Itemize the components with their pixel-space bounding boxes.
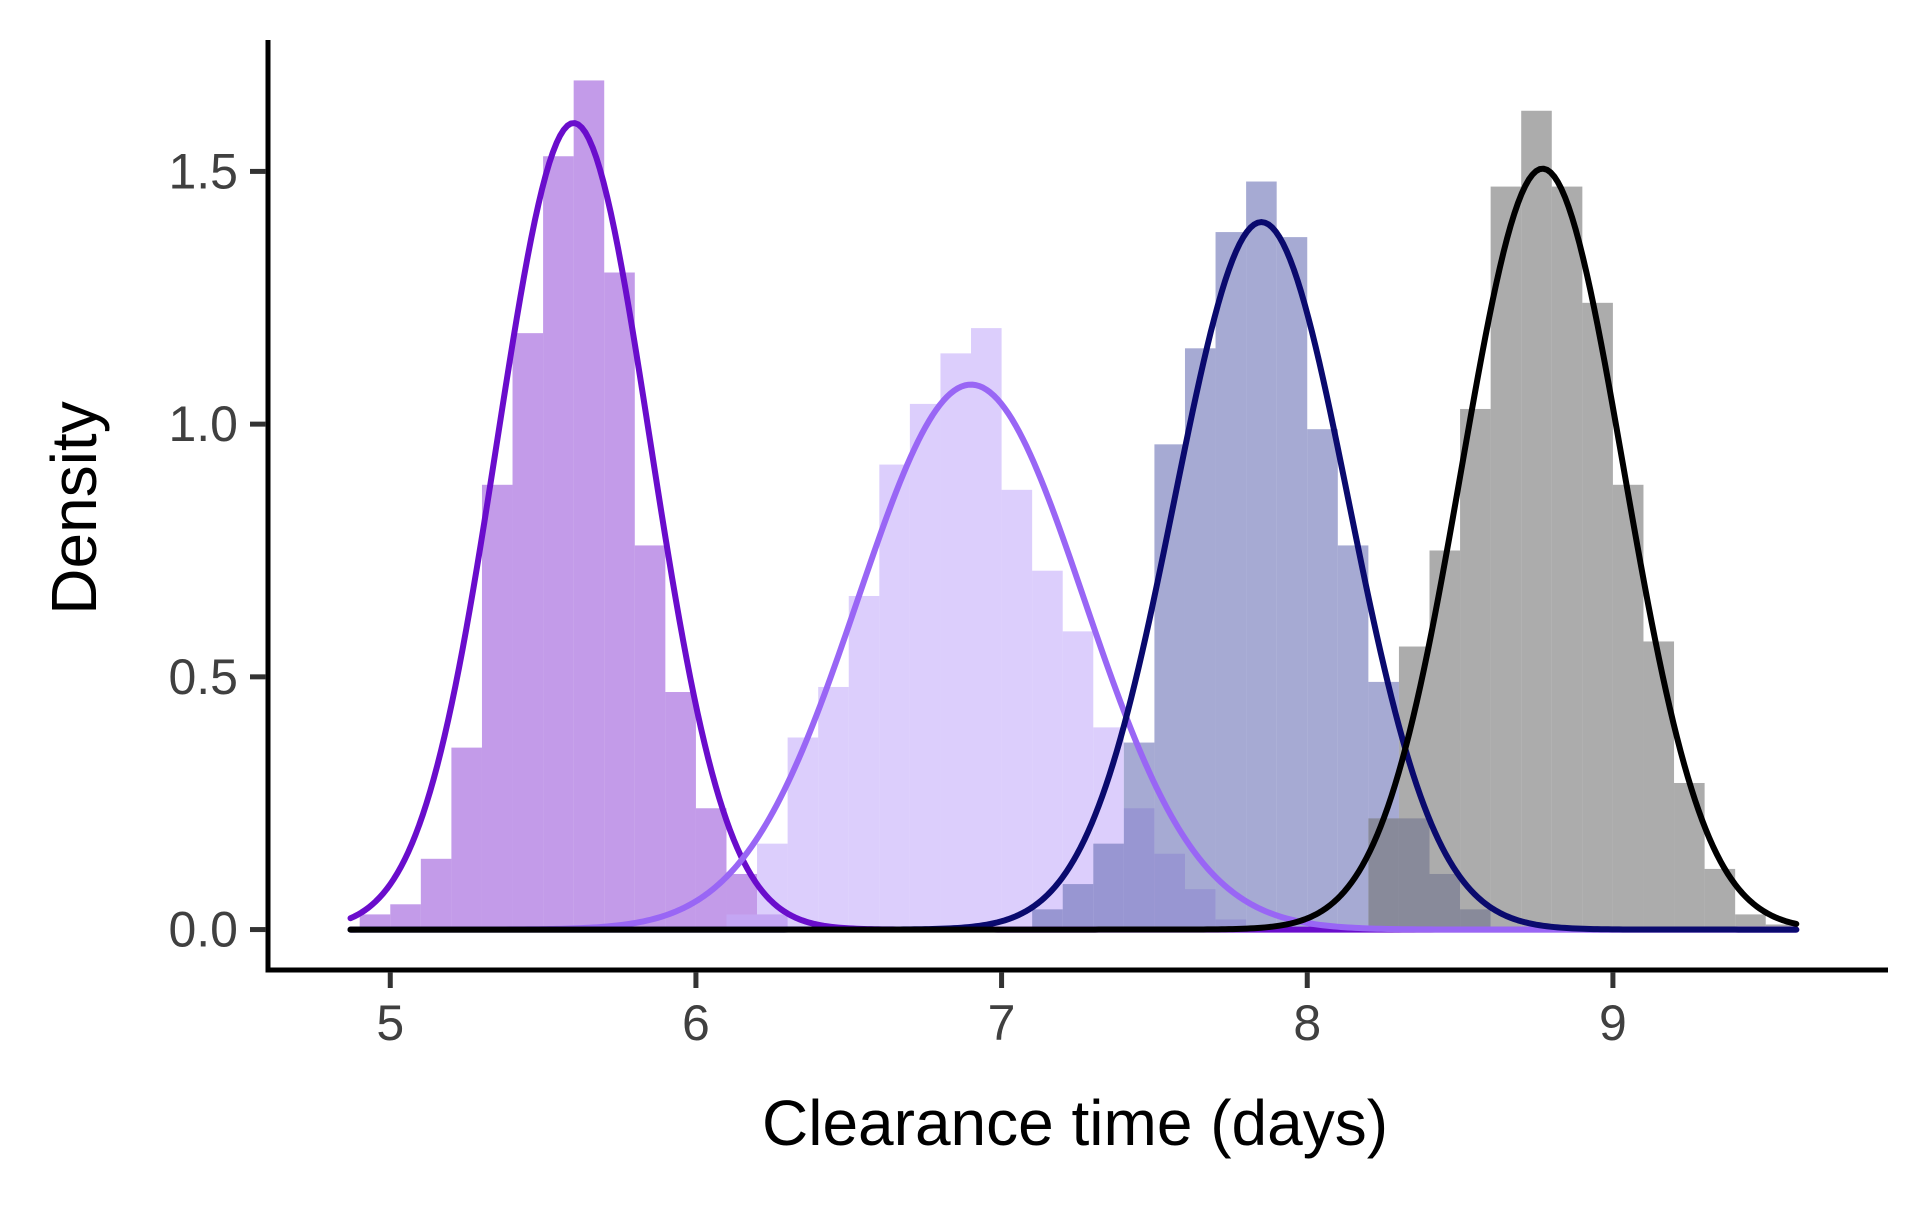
histogram-bar — [665, 692, 696, 930]
histogram-bar — [1032, 570, 1063, 930]
histogram-bar — [543, 156, 574, 930]
histogram-bar — [1368, 818, 1399, 930]
x-tick-label: 8 — [1293, 995, 1321, 1051]
histogram-bar — [1460, 408, 1491, 930]
histogram-bar — [1032, 909, 1063, 930]
y-tick-label: 0.5 — [168, 649, 238, 705]
y-axis-ticks: 0.0 0.5 1.0 1.5 — [168, 143, 266, 958]
histogram-bar — [818, 686, 849, 930]
histogram-bar — [390, 904, 421, 930]
histogram-bar — [359, 914, 391, 930]
histogram-bar — [1246, 181, 1277, 930]
histogram-bar — [1184, 348, 1216, 930]
histogram-bar — [848, 595, 880, 930]
histogram-bar — [1307, 429, 1338, 930]
x-axis-ticks: 5 6 7 8 9 — [376, 972, 1627, 1051]
x-axis-title: Clearance time (days) — [762, 1087, 1388, 1159]
histogram-bar — [1490, 186, 1522, 930]
x-tick-label: 6 — [682, 995, 710, 1051]
histogram-bar — [451, 747, 482, 930]
histogram-bar — [481, 484, 513, 930]
histogram-bar — [1093, 843, 1124, 930]
histogram-bar — [940, 353, 972, 930]
histogram-bar — [1643, 641, 1675, 930]
histogram-bar — [1582, 302, 1613, 930]
histogram-bar — [420, 858, 452, 930]
histogram-bar — [1215, 232, 1247, 930]
histogram-bar — [1276, 237, 1308, 930]
histogram-bar — [726, 914, 758, 930]
x-tick-label: 5 — [376, 995, 404, 1051]
y-tick-label: 1.0 — [168, 396, 238, 452]
histogram-bar — [604, 272, 635, 930]
histogram-bar — [1735, 914, 1766, 930]
x-tick-label: 9 — [1599, 995, 1627, 1051]
histogram-bar — [1674, 782, 1705, 930]
histogram-bar — [634, 545, 666, 930]
density-curve — [347, 165, 1800, 933]
axes: 5 6 7 8 9 0.0 0.5 1.0 1.5 — [168, 40, 1888, 1051]
y-tick-label: 1.5 — [168, 143, 238, 199]
histogram-bar — [695, 808, 727, 930]
histogram-bar — [1062, 884, 1094, 930]
y-axis-title: Density — [38, 401, 110, 614]
histogram-bars — [359, 80, 1797, 930]
histogram-bar — [1398, 646, 1430, 930]
histogram-bar — [1337, 545, 1369, 930]
x-tick-label: 7 — [988, 995, 1016, 1051]
histogram-bar — [573, 80, 605, 930]
histogram-bar — [1001, 489, 1033, 930]
density-curves — [347, 120, 1800, 933]
histogram-bar — [1521, 110, 1552, 930]
histogram-bar — [1551, 186, 1583, 930]
histogram-bar — [1062, 631, 1094, 930]
histogram-bar — [971, 328, 1002, 930]
histogram-bar — [879, 464, 910, 930]
histogram-bar — [512, 333, 544, 930]
y-tick-label: 0.0 — [168, 902, 238, 958]
histogram-bar — [909, 403, 941, 930]
